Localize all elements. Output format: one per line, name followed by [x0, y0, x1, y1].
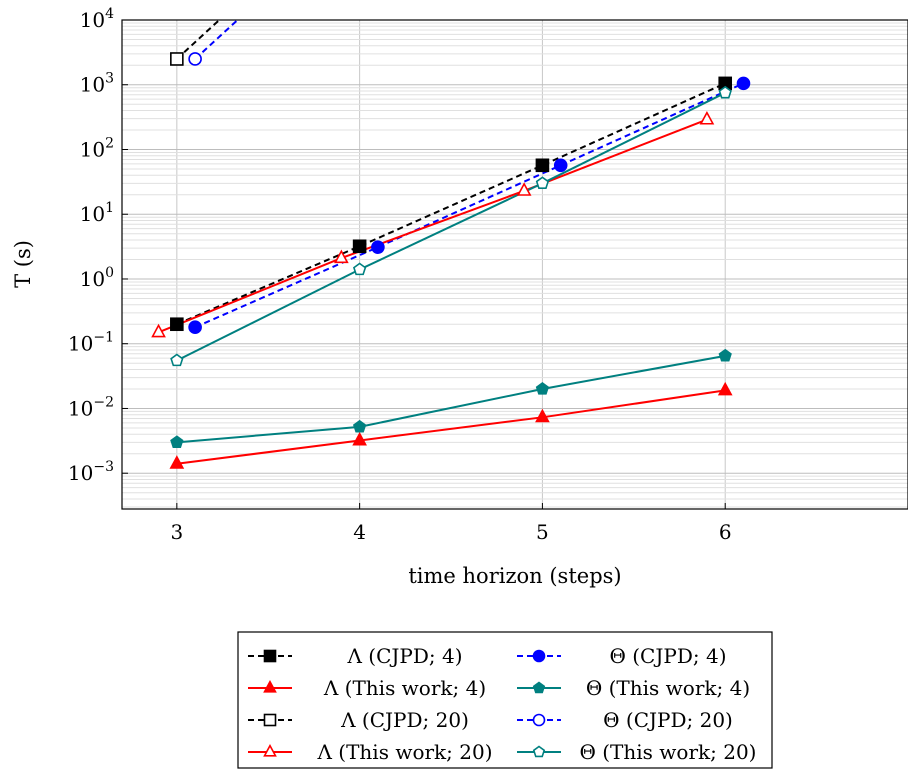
data-point	[334, 249, 349, 264]
series-line	[176, 354, 726, 444]
y-axis-label: T (s)	[11, 240, 35, 288]
data-point	[352, 431, 367, 446]
legend-swatch-marker	[263, 679, 277, 693]
y-tick-label: 104	[80, 6, 114, 32]
legend-entry: Λ (This work; 20)	[316, 740, 492, 764]
legend-swatch-marker	[263, 649, 277, 663]
y-tick-label: 103	[80, 71, 114, 97]
data-point	[535, 158, 550, 173]
series-line	[176, 20, 221, 60]
y-tick-label: 101	[80, 200, 114, 226]
legend-entry: Θ (This work; 4)	[586, 676, 750, 700]
legend-entry: Θ (CJPD; 4)	[610, 644, 727, 668]
data-point	[170, 52, 184, 66]
data-point	[535, 176, 550, 189]
series-line	[194, 20, 240, 60]
x-tick-label: 3	[170, 520, 183, 544]
data-point	[169, 455, 185, 469]
data-point	[352, 419, 367, 433]
series-line	[176, 389, 726, 465]
data-point	[718, 348, 732, 362]
y-tick-label: 10−2	[68, 394, 114, 420]
data-point	[736, 76, 751, 91]
legend-swatch-marker	[532, 681, 546, 694]
x-tick-label: 5	[536, 520, 549, 544]
series-line	[194, 82, 744, 329]
series-line	[176, 91, 726, 362]
data-point	[170, 353, 184, 367]
data-point	[151, 323, 166, 338]
legend-entry: Λ (CJPD; 20)	[340, 708, 469, 732]
data-point	[352, 262, 367, 276]
legend: Λ (CJPD; 4) Θ (CJPD; 4) Λ (This work; 4) Θ …	[237, 631, 773, 769]
data-point	[170, 317, 184, 332]
data-point	[170, 435, 184, 448]
data-point	[352, 239, 367, 254]
x-axis-label: time horizon (steps)	[408, 564, 621, 588]
legend-swatch-marker	[263, 743, 277, 757]
legend-entry: Θ (This work; 20)	[580, 740, 757, 764]
series-line	[176, 82, 726, 326]
data-point	[699, 110, 715, 125]
data-point	[718, 85, 732, 99]
data-point	[371, 240, 385, 254]
grid	[122, 19, 908, 509]
legend-swatch-marker	[532, 713, 546, 727]
legend-swatch-marker	[532, 649, 546, 663]
x-tick-label: 6	[719, 520, 732, 544]
data-point	[553, 158, 568, 173]
plot-frame	[121, 19, 908, 510]
data-point	[516, 182, 532, 196]
legend-box	[237, 631, 773, 769]
data-point	[717, 381, 733, 396]
series	[158, 20, 744, 465]
ticks: 3 4 5 6 10−3 10−2 10−1 100 101 102 103 104	[68, 6, 732, 544]
y-tick-label: 100	[80, 265, 114, 291]
legend-swatch-marker	[532, 745, 546, 758]
y-tick-label: 10−1	[68, 330, 114, 356]
legend-entry: Λ (This work; 4)	[323, 676, 486, 700]
data-point	[535, 381, 550, 395]
x-tick-label: 4	[353, 520, 366, 544]
y-tick-label: 102	[80, 135, 114, 161]
series-line	[158, 118, 708, 334]
legend-entry: Λ (CJPD; 4)	[346, 644, 462, 668]
data-point	[188, 320, 202, 334]
data-point	[188, 52, 202, 66]
legend-entry: Θ (CJPD; 20)	[603, 708, 733, 732]
markers	[151, 52, 751, 469]
legend-swatch-marker	[263, 713, 277, 727]
data-point	[535, 408, 550, 423]
y-tick-label: 10−3	[68, 459, 114, 485]
